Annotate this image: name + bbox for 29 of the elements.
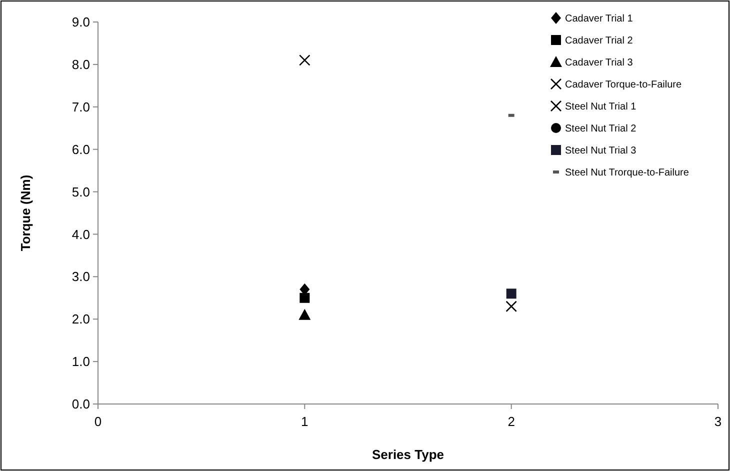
- y-tick-label: 7.0: [72, 99, 90, 114]
- x-tick-label: 3: [714, 414, 722, 429]
- y-tick-label: 6.0: [72, 142, 90, 157]
- y-tick-label: 3.0: [72, 269, 90, 284]
- point: [300, 292, 310, 303]
- point: [298, 308, 311, 320]
- legend-label: Steel Nut Trorque-to-Failure: [565, 168, 690, 178]
- x-tick-label: 1: [301, 414, 308, 429]
- y-tick-label: 0.0: [72, 396, 90, 412]
- y-tick-label: 8.0: [72, 56, 90, 72]
- legend-label: Cadaver Trial 2: [565, 36, 634, 46]
- y-tick-label: 5.0: [72, 184, 90, 200]
- x-axis-title: Series Type: [372, 447, 444, 462]
- legend-label: Steel Nut Trial 1: [565, 102, 637, 112]
- legend-label: Cadaver Torque-to-Failure: [565, 80, 682, 90]
- x-tick-label: 0: [94, 414, 102, 429]
- y-tick-label: 2.0: [72, 312, 90, 327]
- point: [299, 54, 310, 66]
- point: [506, 300, 517, 312]
- y-tick-label: 4.0: [72, 226, 90, 242]
- legend-label: Steel Nut Trial 3: [565, 146, 637, 156]
- y-axis-title: Torque (Nm): [18, 174, 33, 252]
- y-tick-label: 9.0: [72, 14, 90, 30]
- point: [506, 288, 516, 299]
- y-tick-label: 1.0: [72, 354, 90, 370]
- x-tick-label: 2: [508, 414, 515, 429]
- legend-label: Steel Nut Trial 2: [565, 124, 637, 134]
- legend-label: Cadaver Trial 1: [565, 14, 634, 24]
- legend-label: Cadaver Trial 3: [565, 58, 634, 68]
